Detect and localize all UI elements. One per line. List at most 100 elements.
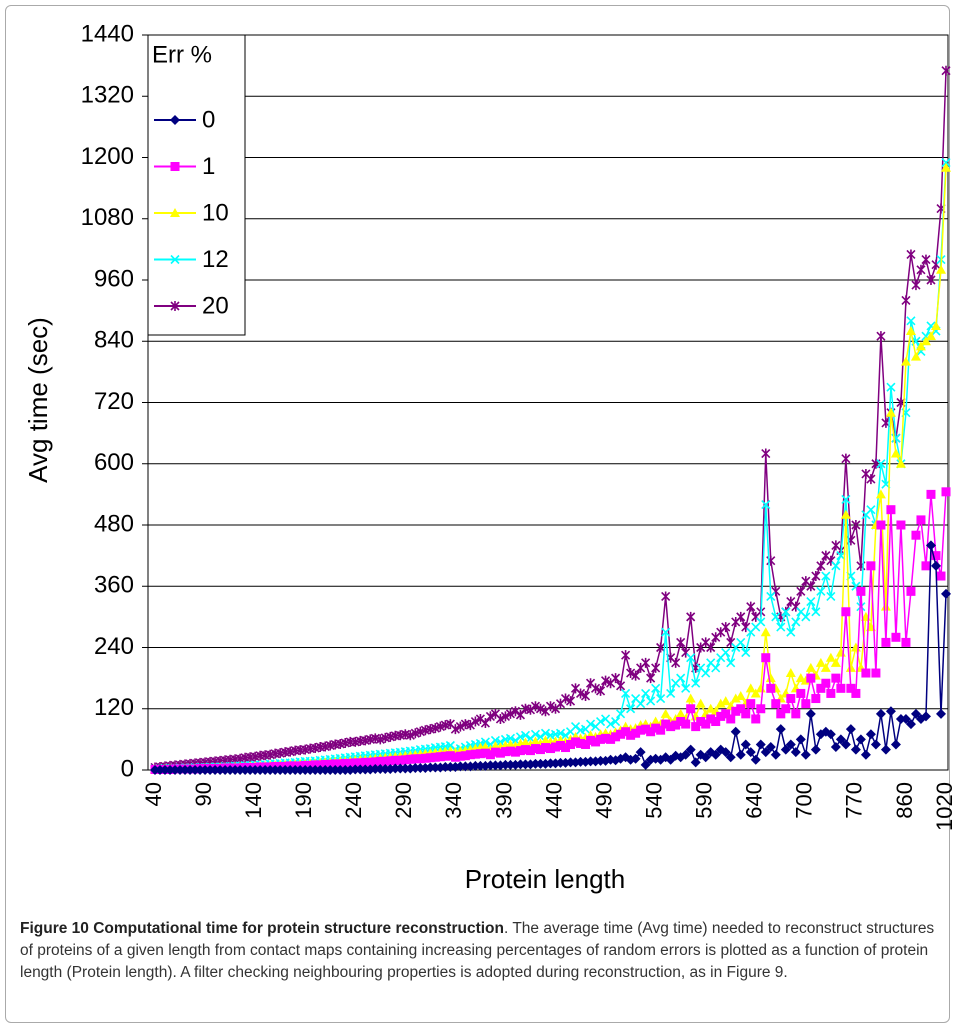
- marker: [445, 761, 456, 772]
- marker: [515, 759, 526, 770]
- marker: [626, 668, 636, 679]
- marker: [611, 716, 621, 727]
- marker: [525, 704, 536, 715]
- marker: [680, 749, 691, 760]
- marker: [721, 622, 731, 633]
- marker: [821, 571, 831, 581]
- marker: [866, 505, 876, 515]
- legend-marker: [170, 254, 180, 265]
- marker: [515, 746, 525, 756]
- marker: [285, 765, 296, 775]
- series-markers: [150, 162, 951, 774]
- legend-label: 10: [202, 199, 229, 226]
- marker: [830, 742, 841, 753]
- marker: [770, 749, 781, 760]
- y-tick-label: 1200: [81, 143, 134, 170]
- marker: [886, 505, 896, 515]
- marker: [765, 742, 776, 753]
- caption: Figure 10 Computational time for protein…: [20, 918, 940, 984]
- marker: [900, 356, 911, 366]
- marker: [520, 745, 530, 755]
- marker: [691, 722, 701, 732]
- marker: [551, 742, 561, 752]
- marker: [830, 657, 841, 667]
- marker: [360, 764, 371, 775]
- y-tick-label: 1320: [81, 82, 134, 109]
- marker: [170, 765, 181, 775]
- marker: [756, 617, 766, 627]
- marker: [806, 581, 816, 592]
- marker: [415, 726, 425, 737]
- series-line: [155, 491, 947, 771]
- marker: [671, 720, 681, 730]
- marker: [230, 765, 241, 775]
- marker: [686, 704, 696, 714]
- legend-box: [147, 34, 246, 336]
- marker: [325, 765, 336, 775]
- marker: [240, 765, 251, 775]
- marker: [816, 560, 826, 571]
- marker: [606, 719, 616, 729]
- marker: [305, 765, 316, 775]
- marker: [465, 720, 475, 731]
- marker: [160, 765, 171, 775]
- marker: [726, 658, 736, 668]
- marker: [195, 765, 206, 775]
- marker: [746, 699, 756, 709]
- marker: [720, 696, 731, 706]
- marker: [771, 612, 781, 622]
- marker: [831, 673, 841, 683]
- marker: [435, 721, 445, 732]
- marker: [425, 753, 435, 763]
- marker: [355, 764, 366, 775]
- marker: [835, 734, 846, 745]
- marker: [730, 726, 741, 737]
- marker: [390, 763, 401, 774]
- marker: [555, 728, 566, 738]
- marker: [651, 662, 661, 673]
- marker: [896, 520, 906, 530]
- marker: [636, 725, 646, 735]
- marker: [841, 494, 851, 505]
- marker: [395, 755, 405, 765]
- marker: [560, 730, 571, 740]
- marker: [816, 683, 826, 693]
- marker: [711, 663, 721, 673]
- marker: [771, 699, 781, 709]
- marker: [676, 673, 686, 683]
- marker: [410, 728, 420, 739]
- marker: [681, 719, 691, 729]
- marker: [566, 739, 576, 749]
- marker: [925, 331, 936, 341]
- marker: [175, 765, 186, 775]
- chart: Avg time (sec) Protein length 0120240360…: [23, 20, 957, 894]
- marker: [480, 748, 490, 758]
- marker: [626, 704, 636, 714]
- marker: [660, 708, 671, 718]
- marker: [410, 754, 420, 764]
- marker: [920, 336, 931, 346]
- marker: [920, 711, 931, 722]
- marker: [430, 752, 440, 762]
- marker: [400, 755, 410, 765]
- marker: [910, 351, 921, 361]
- marker: [375, 763, 386, 774]
- marker: [841, 453, 851, 464]
- marker: [220, 765, 231, 775]
- x-tick-label: 140: [241, 782, 266, 819]
- marker: [635, 747, 646, 758]
- marker: [210, 765, 221, 775]
- marker: [741, 648, 751, 658]
- marker: [781, 704, 791, 714]
- marker: [695, 698, 706, 708]
- marker: [836, 683, 846, 693]
- x-tick-label: 540: [641, 782, 666, 819]
- y-tick-label: 240: [94, 633, 134, 660]
- marker: [666, 722, 676, 732]
- x-tick-label: 390: [491, 782, 516, 819]
- marker: [736, 611, 746, 622]
- marker: [906, 586, 916, 596]
- y-axis-label: Avg time (sec): [23, 317, 53, 483]
- marker: [781, 607, 791, 617]
- marker: [760, 747, 771, 758]
